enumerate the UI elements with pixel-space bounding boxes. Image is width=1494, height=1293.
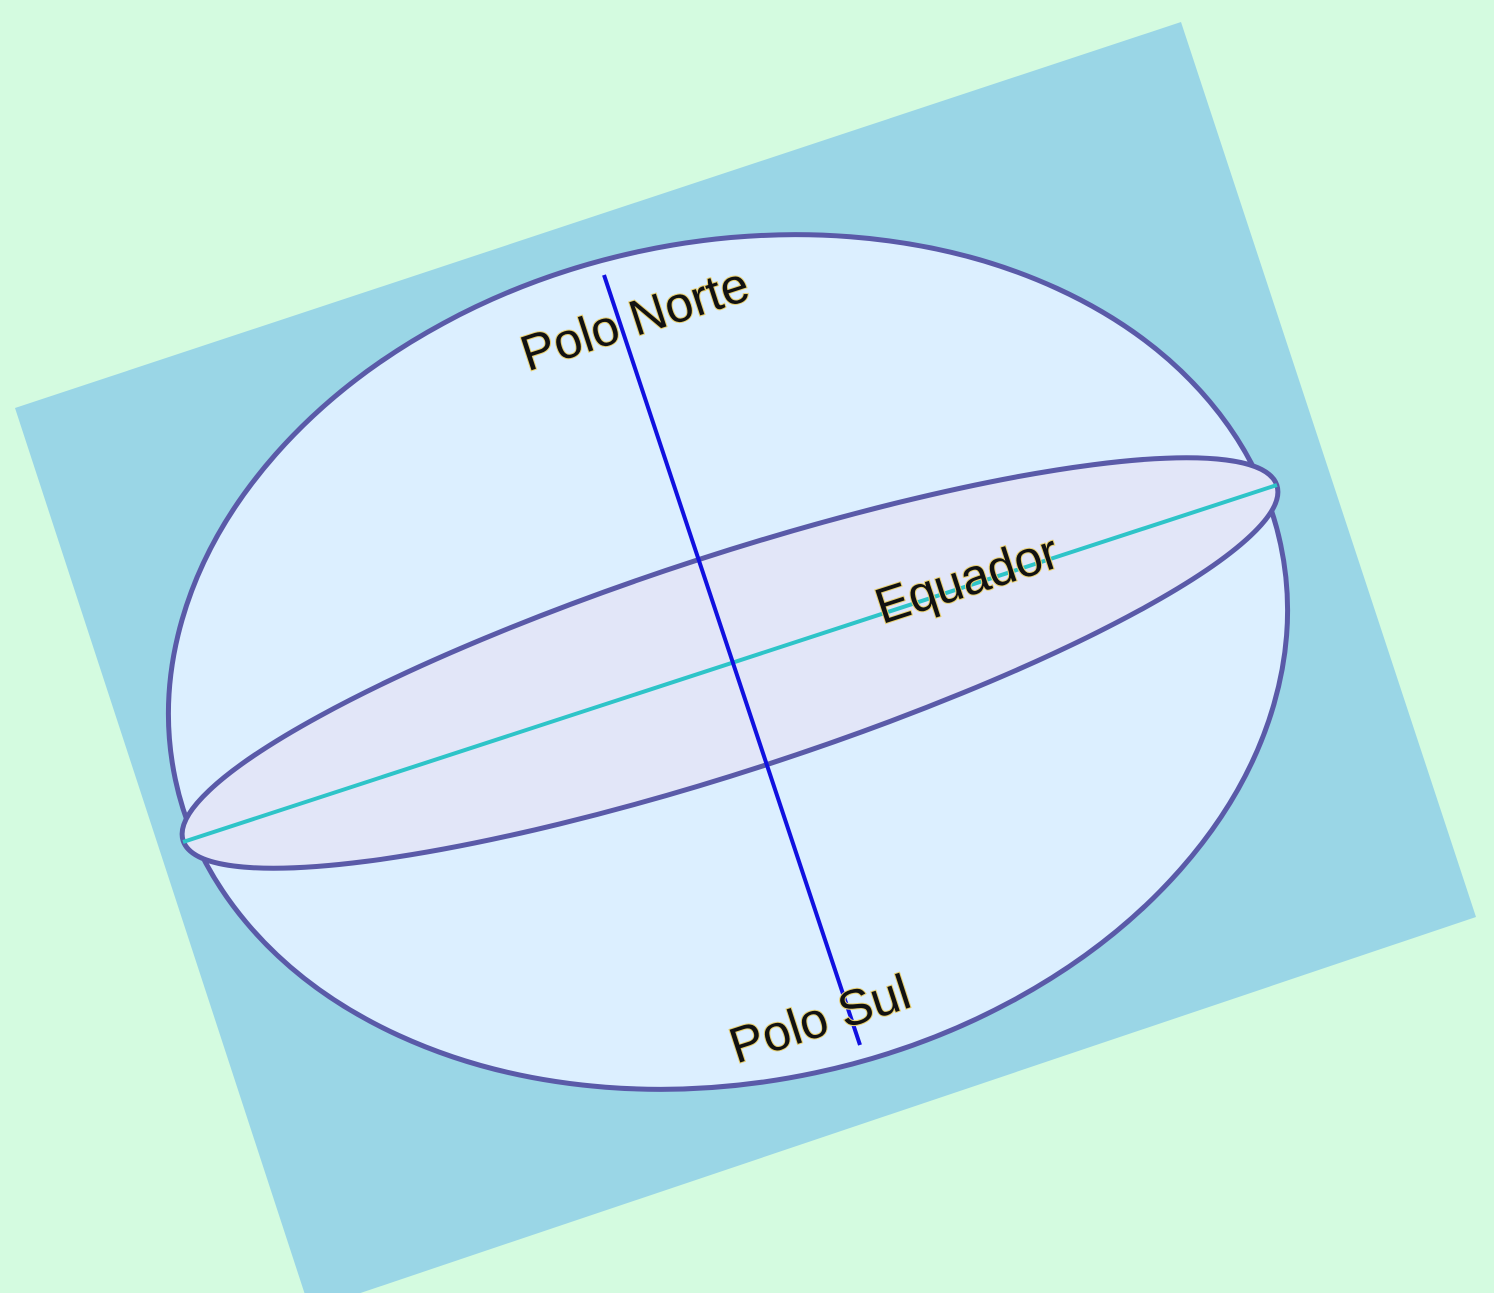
page: Polo Norte Polo Sul Equador (() => { con… [0,0,1494,1293]
diagram: Polo Norte Polo Sul Equador [0,0,1494,1293]
